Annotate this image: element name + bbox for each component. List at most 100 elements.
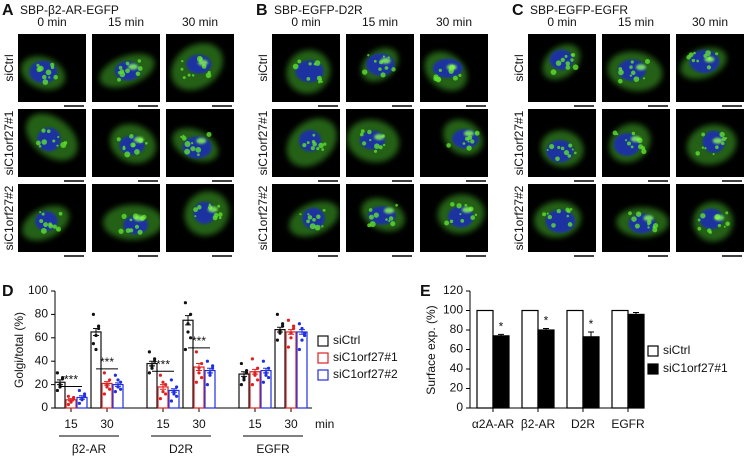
legend-label: siCtrl	[333, 333, 360, 347]
puncta	[565, 65, 571, 70]
error-bar	[104, 381, 110, 386]
panel-label: B	[256, 2, 268, 19]
row-label: siC1orf27#1	[512, 110, 526, 175]
puncta	[48, 223, 54, 229]
image-content	[420, 109, 488, 177]
micrograph	[92, 184, 160, 252]
puncta	[572, 64, 579, 71]
puncta	[570, 58, 574, 62]
golgi	[635, 64, 646, 71]
x-tick-label: 30	[192, 417, 206, 431]
puncta	[474, 213, 478, 217]
golgi	[446, 64, 457, 71]
y-tick-label: 60	[35, 330, 49, 344]
puncta	[630, 70, 636, 76]
puncta	[701, 132, 706, 137]
panel-label: E	[420, 283, 431, 300]
image-content	[272, 34, 340, 102]
puncta	[212, 215, 218, 221]
data-point	[208, 373, 212, 377]
bar	[566, 309, 584, 409]
puncta	[121, 213, 127, 219]
data-point	[183, 347, 187, 352]
puncta	[546, 212, 549, 215]
image-content	[676, 109, 744, 177]
puncta	[292, 63, 299, 70]
micrograph	[528, 184, 596, 252]
x-tick-label: α2A-AR	[472, 417, 515, 431]
puncta	[321, 225, 324, 228]
error-bar	[241, 371, 247, 377]
legend-swatch	[317, 335, 329, 347]
image-content	[602, 184, 670, 252]
puncta	[642, 77, 646, 80]
micrograph	[346, 109, 414, 177]
data-point	[297, 322, 301, 326]
error-bar	[171, 388, 177, 393]
x-tick-label: 30	[284, 417, 298, 431]
puncta	[124, 151, 131, 158]
puncta	[46, 129, 51, 134]
puncta	[719, 131, 725, 138]
panel-title: SBP-EGFP-D2R	[274, 3, 363, 17]
puncta	[629, 65, 633, 69]
puncta	[191, 74, 195, 77]
puncta	[556, 208, 561, 214]
puncta	[725, 221, 730, 227]
data-point	[91, 312, 95, 316]
golgi	[196, 137, 207, 144]
puncta	[715, 52, 719, 56]
puncta	[63, 141, 68, 145]
puncta	[320, 80, 323, 83]
image-content	[18, 109, 86, 177]
row-label: siCtrl	[512, 54, 526, 81]
puncta	[641, 146, 646, 151]
data-point	[172, 392, 176, 396]
image-content	[602, 109, 670, 177]
puncta	[700, 213, 706, 219]
legend-label: siC1orf27#2	[333, 367, 398, 381]
data-point	[161, 390, 165, 394]
puncta	[464, 137, 469, 141]
puncta	[125, 68, 130, 74]
puncta	[205, 72, 212, 79]
puncta	[618, 69, 624, 76]
data-point	[158, 397, 162, 401]
puncta	[628, 211, 632, 216]
puncta	[547, 214, 553, 220]
puncta	[378, 67, 382, 71]
error-bar	[149, 360, 155, 367]
x-tick-label: β2-AR	[521, 417, 556, 431]
puncta	[134, 224, 140, 229]
puncta	[217, 204, 221, 208]
puncta	[395, 203, 398, 207]
puncta	[373, 212, 379, 218]
micrograph	[676, 34, 744, 102]
data-point	[286, 318, 290, 322]
puncta	[52, 224, 57, 229]
group-label: D2R	[169, 442, 193, 456]
golgi	[463, 130, 474, 137]
puncta	[195, 147, 202, 153]
data-point	[77, 401, 81, 405]
puncta	[697, 218, 701, 222]
puncta	[467, 140, 470, 143]
puncta	[308, 62, 312, 66]
puncta	[361, 69, 368, 75]
puncta	[647, 226, 650, 229]
significance: *	[499, 320, 504, 334]
row-label: siC1orf27#2	[512, 185, 526, 250]
micrograph	[272, 184, 340, 252]
error-bar	[115, 382, 121, 387]
puncta	[456, 203, 462, 209]
data-point	[105, 385, 109, 389]
puncta	[626, 141, 632, 146]
puncta	[635, 211, 642, 217]
puncta	[218, 212, 223, 217]
micrograph	[166, 34, 234, 102]
x-tick-label: 15	[64, 417, 78, 431]
x-tick-label: 15	[156, 417, 170, 431]
micrograph	[18, 34, 86, 102]
data-point	[55, 371, 60, 375]
